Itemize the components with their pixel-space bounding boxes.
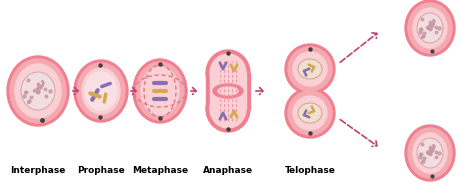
Ellipse shape <box>206 86 250 132</box>
Ellipse shape <box>408 128 452 178</box>
Text: Anaphase: Anaphase <box>203 166 253 175</box>
Ellipse shape <box>288 47 332 91</box>
Ellipse shape <box>413 133 447 173</box>
Ellipse shape <box>298 103 322 123</box>
Ellipse shape <box>133 59 187 123</box>
Ellipse shape <box>210 90 246 128</box>
Ellipse shape <box>136 62 184 120</box>
Ellipse shape <box>405 0 455 56</box>
Ellipse shape <box>293 52 327 86</box>
Ellipse shape <box>85 72 117 110</box>
Ellipse shape <box>417 13 443 43</box>
Ellipse shape <box>141 67 179 115</box>
Polygon shape <box>206 73 250 109</box>
Ellipse shape <box>21 72 55 110</box>
Ellipse shape <box>288 91 332 135</box>
Ellipse shape <box>213 84 243 98</box>
Text: Prophase: Prophase <box>77 166 125 175</box>
Ellipse shape <box>218 87 238 95</box>
Ellipse shape <box>10 59 66 123</box>
Polygon shape <box>210 73 246 109</box>
Ellipse shape <box>7 56 69 126</box>
Text: Metaphase: Metaphase <box>132 166 188 175</box>
Text: Interphase: Interphase <box>10 166 66 175</box>
Ellipse shape <box>210 54 246 92</box>
Ellipse shape <box>285 44 335 94</box>
Ellipse shape <box>405 125 455 181</box>
Ellipse shape <box>15 64 61 118</box>
Ellipse shape <box>293 96 327 130</box>
Ellipse shape <box>408 3 452 53</box>
Ellipse shape <box>298 59 322 79</box>
Text: Telophase: Telophase <box>284 166 336 175</box>
Ellipse shape <box>82 68 120 114</box>
Ellipse shape <box>74 60 128 122</box>
Ellipse shape <box>285 88 335 138</box>
Ellipse shape <box>77 63 125 119</box>
Ellipse shape <box>206 50 250 96</box>
Ellipse shape <box>417 138 443 168</box>
Ellipse shape <box>413 8 447 48</box>
